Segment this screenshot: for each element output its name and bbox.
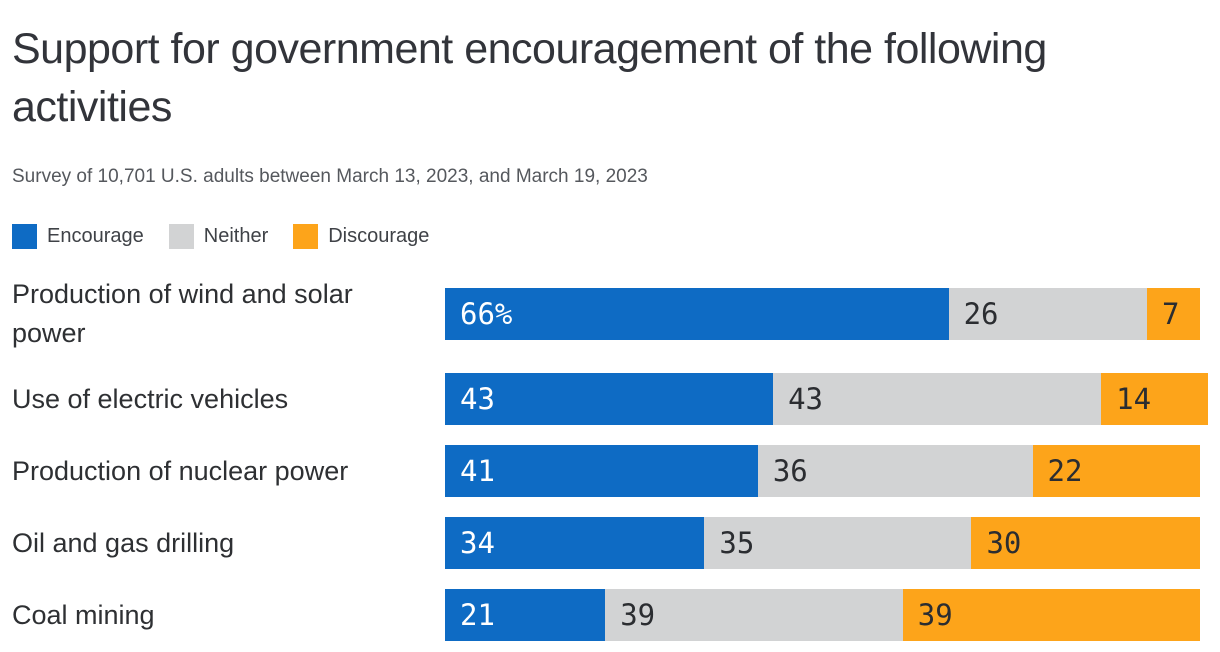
bar-segment-neither: 35 (704, 517, 972, 569)
bar-segment-encourage: 34 (445, 517, 705, 569)
bar-value-label: 43 (788, 382, 823, 416)
bar-segment-neither: 36 (757, 445, 1033, 497)
bar-segment-encourage: 21 (445, 589, 606, 641)
bar-track: 34 35 30 (445, 517, 1208, 569)
legend-item-neither: Neither (168, 224, 269, 249)
chart-row: Oil and gas drilling 34 35 30 (12, 517, 1208, 569)
bar-value-label: 41 (460, 454, 495, 488)
bar-value-label: 14 (1116, 382, 1152, 416)
bar-value-label: 39 (917, 598, 953, 632)
category-label: Production of wind and solar power (12, 279, 353, 348)
chart-row: Coal mining 21 39 39 (12, 589, 1208, 641)
bar-value-label: 7 (1161, 297, 1180, 331)
bar-segment-discourage: 7 (1146, 288, 1201, 340)
chart-row: Production of wind and solar power 66% 26 7 (12, 275, 1208, 353)
page-subtitle: Survey of 10,701 U.S. adults between Mar… (12, 166, 648, 187)
bar-value-label: 26 (963, 297, 999, 331)
legend-swatch-icon (168, 224, 194, 249)
bar-value-label: 34 (460, 526, 495, 560)
bar-value-label: 35 (719, 526, 755, 560)
category-label: Use of electric vehicles (12, 383, 289, 414)
category-label: Production of nuclear power (12, 455, 349, 486)
bar-segment-neither: 43 (773, 373, 1102, 425)
bar-value-label: 39 (620, 598, 656, 632)
bar-segment-encourage: 43 (445, 373, 774, 425)
bar-track: 41 36 22 (445, 445, 1208, 497)
bar-segment-encourage: 41 (445, 445, 758, 497)
bar-segment-encourage: 66% (445, 288, 949, 340)
chart-row: Use of electric vehicles 43 43 14 (12, 373, 1208, 425)
bar-value-label: 36 (772, 454, 808, 488)
category-label: Coal mining (12, 599, 155, 630)
legend-item-discourage: Discourage (293, 224, 429, 249)
page-title: Support for government encouragement of … (12, 25, 1047, 131)
legend: Encourage Neither Discourage (12, 224, 1208, 249)
bar-segment-neither: 39 (605, 589, 903, 641)
bar-value-label: 22 (1047, 454, 1083, 488)
legend-item-encourage: Encourage (12, 224, 144, 249)
legend-label: Encourage (47, 225, 144, 247)
bar-segment-discourage: 39 (902, 589, 1201, 641)
legend-swatch-icon (12, 224, 37, 249)
bar-value-label: 43 (460, 382, 495, 416)
category-label: Oil and gas drilling (12, 527, 235, 558)
bar-segment-discourage: 14 (1101, 373, 1208, 425)
bar-segment-discourage: 30 (971, 517, 1201, 569)
chart-row: Production of nuclear power 41 36 22 (12, 445, 1208, 497)
legend-label: Neither (203, 225, 269, 247)
bar-track: 21 39 39 (445, 589, 1208, 641)
bar-value-label: 66% (460, 297, 513, 331)
chart-rows: Production of wind and solar power 66% 26 7… (12, 275, 1208, 641)
bar-track: 66% 26 7 (445, 288, 1208, 340)
bar-segment-neither: 26 (948, 288, 1147, 340)
legend-swatch-icon (293, 224, 319, 249)
bar-segment-discourage: 22 (1032, 445, 1201, 497)
legend-label: Discourage (328, 225, 430, 247)
bar-track: 43 43 14 (445, 373, 1208, 425)
bar-value-label: 30 (986, 526, 1022, 560)
bar-value-label: 21 (460, 598, 495, 632)
